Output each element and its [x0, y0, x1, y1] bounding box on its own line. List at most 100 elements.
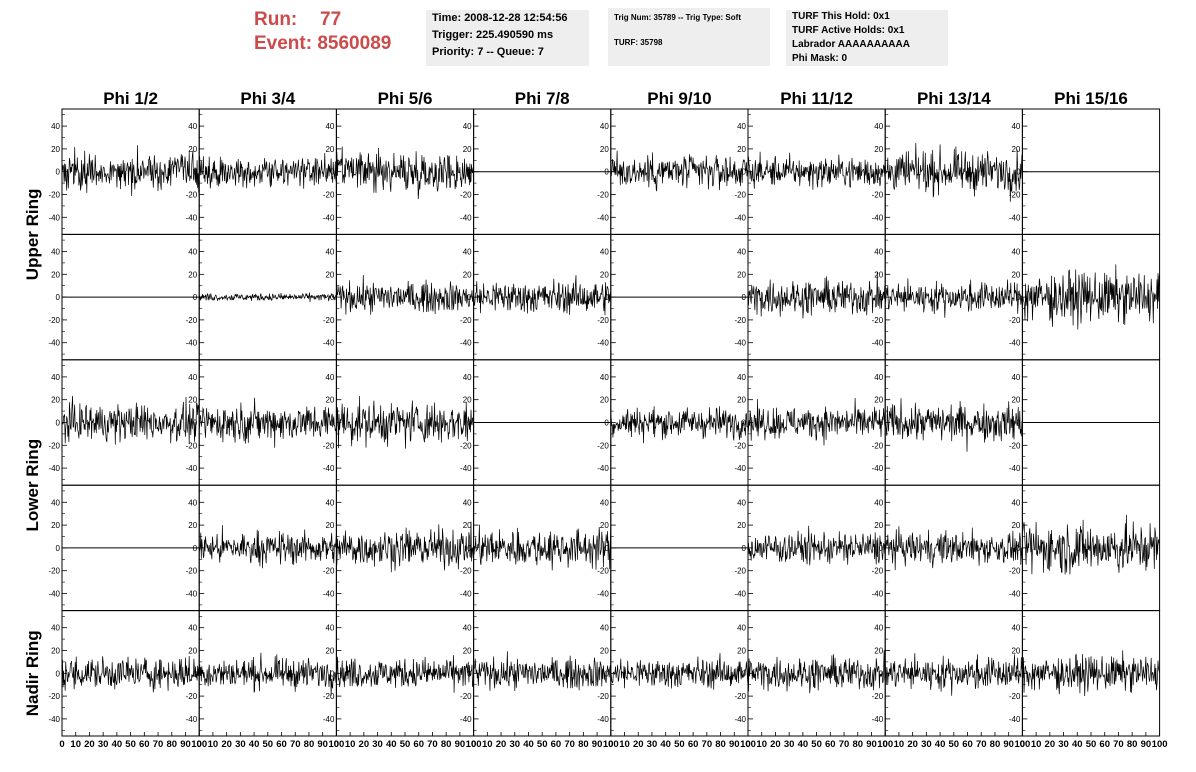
y-tick-label: 40 [463, 624, 472, 633]
y-tick-label: 20 [325, 647, 334, 656]
y-tick-label: -40 [597, 339, 609, 348]
x-tick-label: 80 [715, 739, 726, 750]
y-tick-label: 20 [874, 521, 883, 530]
waveform-trace [198, 292, 337, 303]
column-header: Phi 15/16 [1054, 89, 1128, 108]
x-tick-label: 60 [276, 739, 287, 750]
y-tick-label: -20 [48, 191, 60, 200]
waveform-trace [747, 272, 886, 319]
y-tick-label: -40 [186, 464, 198, 473]
waveform-trace [61, 395, 200, 445]
y-tick-label: -40 [186, 715, 198, 724]
x-tick-label: 20 [770, 739, 781, 750]
y-tick-label: 0 [1016, 669, 1021, 678]
waveform-trace [336, 395, 474, 449]
y-tick-label: -20 [48, 567, 60, 576]
y-tick-label: 0 [742, 419, 747, 428]
x-tick-label: 90 [455, 739, 466, 750]
y-tick-label: 20 [737, 145, 746, 154]
y-tick-label: -40 [48, 590, 60, 599]
y-tick-label: -40 [460, 339, 472, 348]
column-header: Phi 5/6 [378, 89, 433, 108]
waveform-trace [610, 150, 749, 192]
y-tick-label: -20 [597, 567, 609, 576]
x-tick-label: 30 [921, 739, 932, 750]
y-tick-label: 20 [325, 145, 334, 154]
x-tick-label: 60 [551, 739, 562, 750]
y-tick-label: 20 [1011, 396, 1020, 405]
y-tick-label: -20 [323, 316, 335, 325]
waveform-trace [884, 142, 1023, 202]
y-tick-label: -20 [597, 316, 609, 325]
x-tick-label: 0 [883, 739, 888, 750]
x-tick-label: 90 [592, 739, 603, 750]
x-tick-label: 60 [688, 739, 699, 750]
ring-label: Lower Ring [23, 439, 42, 532]
y-tick-label: -20 [48, 441, 60, 450]
y-tick-label: -40 [734, 715, 746, 724]
y-tick-label: -40 [460, 464, 472, 473]
x-tick-label: 80 [990, 739, 1001, 750]
y-tick-label: 20 [188, 270, 197, 279]
y-tick-label: -20 [734, 692, 746, 701]
y-tick-label: 0 [604, 293, 609, 302]
x-tick-label: 30 [647, 739, 658, 750]
y-tick-label: 0 [742, 669, 747, 678]
y-tick-label: 0 [467, 168, 472, 177]
y-tick-label: 20 [188, 647, 197, 656]
waveform-trace [336, 274, 474, 315]
event-row: Event: 8560089 [254, 32, 391, 56]
x-tick-label: 70 [839, 739, 850, 750]
x-tick-label: 30 [784, 739, 795, 750]
x-tick-label: 10 [756, 739, 767, 750]
y-tick-label: -20 [186, 567, 198, 576]
x-tick-label: 90 [866, 739, 877, 750]
y-tick-label: 40 [874, 624, 883, 633]
x-tick-label: 60 [1099, 739, 1110, 750]
y-tick-label: -20 [323, 692, 335, 701]
time-text: Time: 2008-12-28 12:54:56 [432, 12, 568, 24]
waveform-grid: Phi 1/2 Phi 3/4 Phi 5/6 Phi 7/8 Phi 9/10 Phi … [23, 89, 1168, 750]
y-tick-label: 0 [742, 293, 747, 302]
y-tick-label: 0 [330, 669, 335, 678]
waveform-trace [198, 652, 337, 696]
y-tick-label: -40 [1009, 339, 1021, 348]
turf-info-box: TURF This Hold: 0x1 TURF Active Holds: 0… [786, 10, 948, 66]
y-tick-label: -20 [323, 441, 335, 450]
labrador-text: Labrador AAAAAAAAAA [792, 39, 910, 50]
waveform-trace [747, 397, 886, 446]
y-tick-label: 40 [874, 248, 883, 257]
y-tick-label: 40 [325, 248, 334, 257]
y-tick-label: 20 [51, 145, 60, 154]
y-tick-label: 40 [463, 498, 472, 507]
y-tick-label: 20 [325, 396, 334, 405]
y-tick-label: 20 [51, 521, 60, 530]
y-tick-label: -40 [323, 715, 335, 724]
turf-active-holds-text: TURF Active Holds: 0x1 [792, 25, 905, 36]
y-tick-label: -20 [872, 316, 884, 325]
y-tick-label: -40 [734, 339, 746, 348]
y-tick-label: 40 [737, 498, 746, 507]
y-tick-label: 40 [1011, 624, 1020, 633]
x-tick-label: 70 [702, 739, 713, 750]
y-tick-label: 0 [467, 419, 472, 428]
x-tick-label: 0 [608, 739, 613, 750]
y-tick-label: -40 [1009, 464, 1021, 473]
x-tick-label: 60 [962, 739, 973, 750]
y-tick-label: 20 [737, 521, 746, 530]
x-tick-label: 70 [1113, 739, 1124, 750]
y-tick-label: 40 [1011, 248, 1020, 257]
y-tick-label: 20 [600, 521, 609, 530]
waveform-trace [473, 651, 612, 692]
y-tick-label: 20 [600, 145, 609, 154]
waveform-trace [610, 652, 749, 690]
y-tick-label: 20 [463, 647, 472, 656]
y-tick-label: -20 [597, 191, 609, 200]
y-tick-label: 40 [188, 248, 197, 257]
trigger-info-box: Trig Num: 35789 -- Trig Type: Soft TURF:… [608, 8, 770, 66]
column-header: Phi 13/14 [917, 89, 991, 108]
y-tick-label: 40 [463, 122, 472, 131]
y-tick-label: 40 [463, 248, 472, 257]
x-tick-label: 50 [1086, 739, 1097, 750]
y-tick-label: 0 [1016, 419, 1021, 428]
